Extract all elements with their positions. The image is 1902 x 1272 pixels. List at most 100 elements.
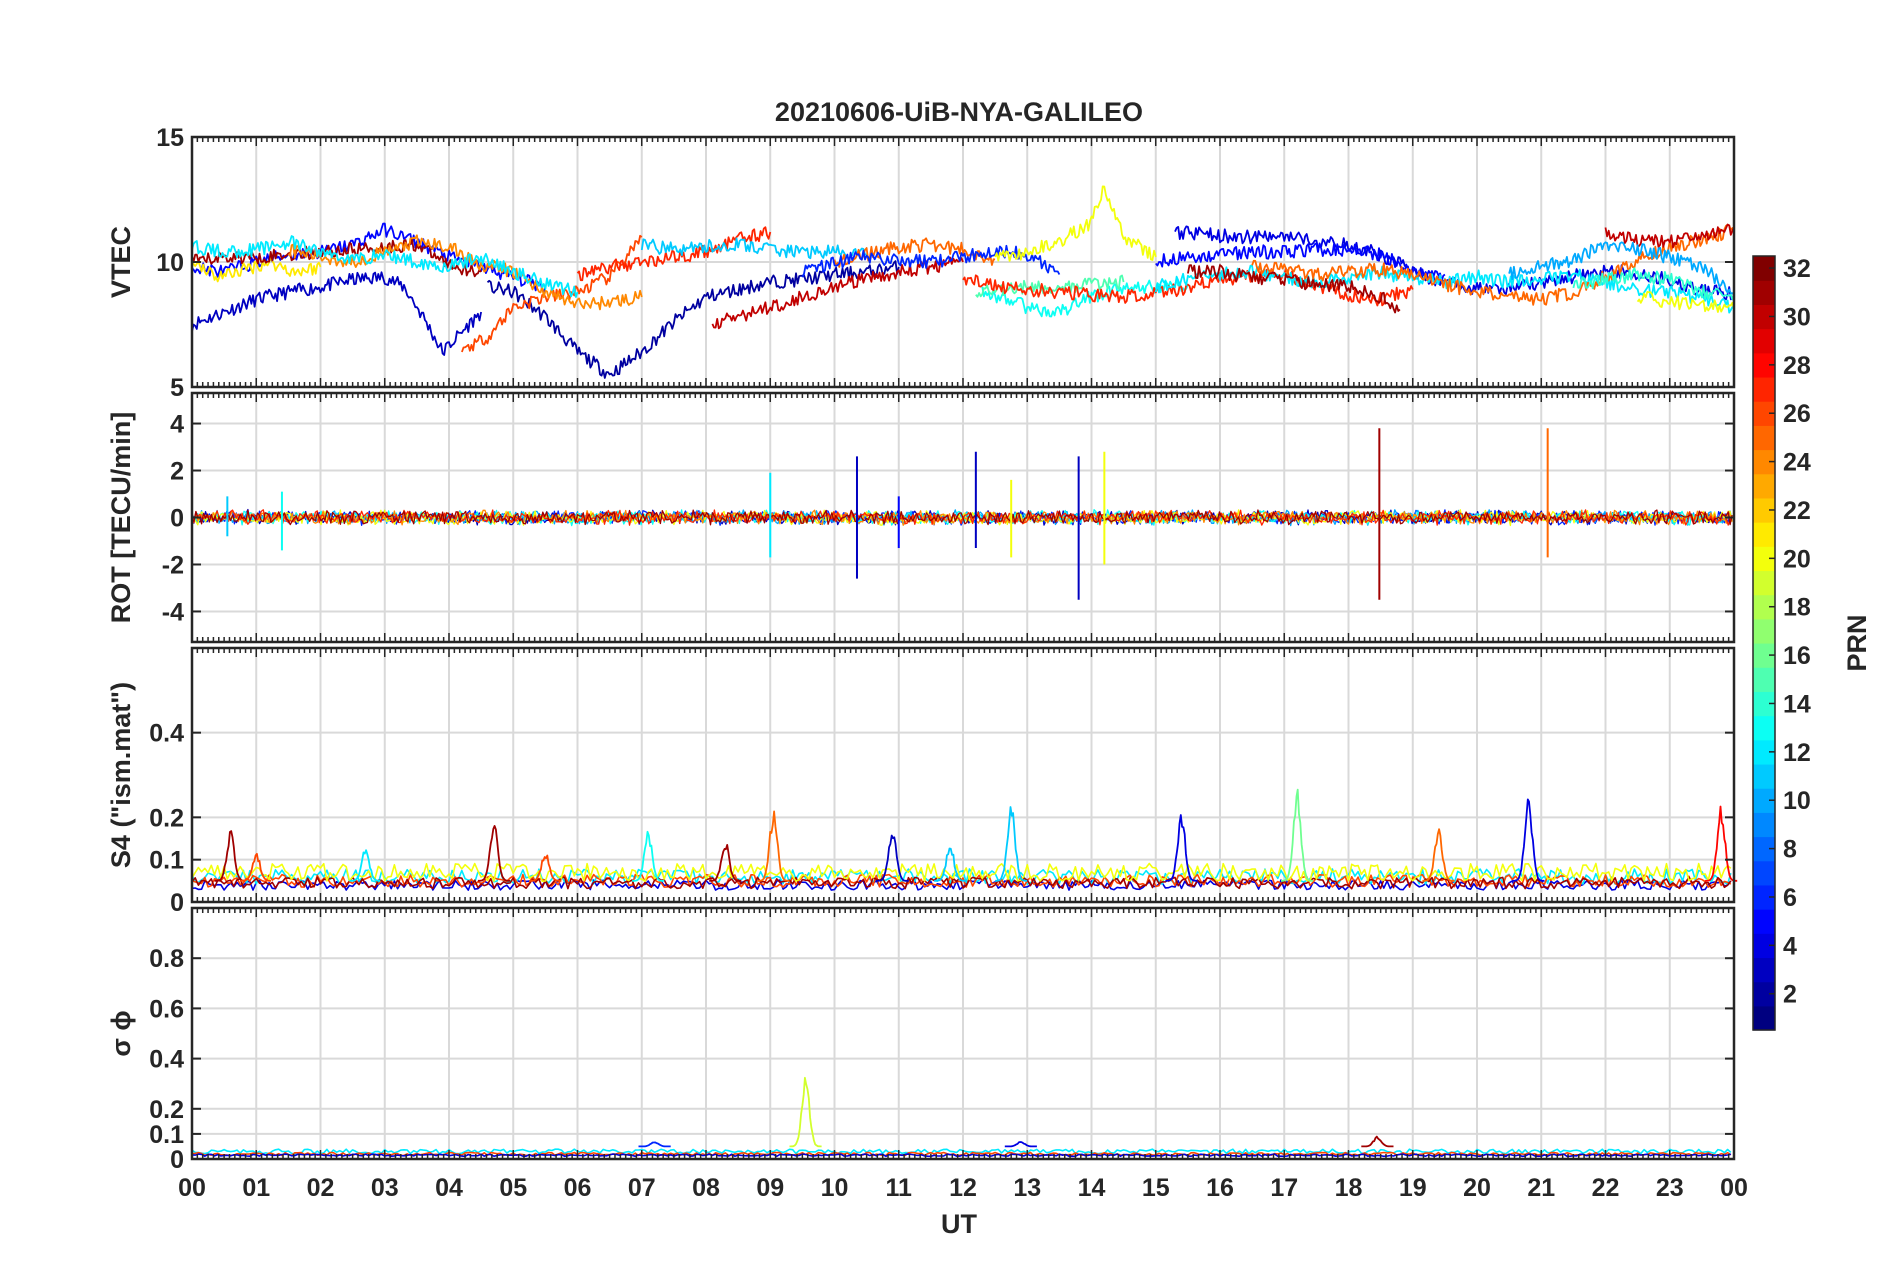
sigma_phi-peak-prn-19 bbox=[789, 1076, 822, 1148]
x-tick-label: 08 bbox=[692, 1174, 720, 1202]
y-tick-label: 0.2 bbox=[149, 804, 184, 832]
panel-grid bbox=[192, 648, 1734, 902]
panel-ticks bbox=[191, 393, 1735, 642]
colorbar-tick-label: 28 bbox=[1783, 352, 1811, 380]
vtec-series-prn-10 bbox=[1508, 241, 1735, 295]
y-tick-label: 0 bbox=[170, 505, 184, 533]
vtec-series-prn-14 bbox=[1572, 267, 1735, 301]
s4-series-prn-31 bbox=[191, 876, 1732, 890]
vtec-series-prn-25 bbox=[1251, 223, 1735, 306]
y-axis-label-vtec: VTEC bbox=[106, 226, 136, 298]
colorbar-tick-label: 18 bbox=[1783, 594, 1811, 622]
panel-data bbox=[191, 1076, 1732, 1158]
panel-ticks bbox=[191, 137, 1735, 387]
colorbar-segment bbox=[1753, 763, 1775, 789]
y-tick-label: 0 bbox=[170, 889, 184, 917]
s4-peak-prn-12 bbox=[349, 849, 381, 882]
vtec-series-prn-20 bbox=[1636, 291, 1735, 313]
y-tick-label: 2 bbox=[170, 458, 184, 486]
s4-peak-prn-31 bbox=[214, 830, 246, 882]
colorbar-segment bbox=[1753, 884, 1775, 910]
colorbar-segment bbox=[1753, 1005, 1775, 1031]
colorbar-segment bbox=[1753, 304, 1775, 330]
s4-peak-prn-11 bbox=[995, 806, 1028, 882]
s4-peak-prn-4 bbox=[1512, 798, 1545, 882]
x-tick-label: 05 bbox=[499, 1174, 527, 1202]
vtec-series-prn-11 bbox=[640, 237, 867, 260]
colorbar-tick-label: 2 bbox=[1783, 981, 1797, 1009]
x-tick-label: 16 bbox=[1206, 1174, 1234, 1202]
s4-peak-prn-3 bbox=[876, 834, 909, 882]
vtec-series-prn-27 bbox=[576, 226, 772, 282]
vtec-series-prn-6 bbox=[801, 244, 1061, 278]
x-axis-label: UT bbox=[941, 1209, 977, 1239]
x-tick-label: 21 bbox=[1527, 1174, 1555, 1202]
x-tick-label: 17 bbox=[1270, 1174, 1298, 1202]
colorbar-segment bbox=[1753, 933, 1775, 959]
colorbar-segment bbox=[1753, 376, 1775, 402]
x-tick-label: 18 bbox=[1335, 1174, 1363, 1202]
y-tick-label: 0.6 bbox=[149, 995, 184, 1023]
y-axis-label-rot: ROT [TECU/min] bbox=[106, 412, 136, 623]
s4-series-prn-4 bbox=[191, 879, 1732, 891]
colorbar-segment bbox=[1753, 352, 1775, 378]
sigma_phi-peak-prn-4 bbox=[1004, 1141, 1037, 1148]
colorbar-segment bbox=[1753, 643, 1775, 668]
s4-series-prn-20 bbox=[191, 862, 1732, 882]
y-tick-label: -4 bbox=[162, 598, 184, 626]
colorbar-segment bbox=[1753, 425, 1775, 451]
colorbar-segment bbox=[1753, 473, 1775, 499]
colorbar-tick-label: 16 bbox=[1783, 642, 1811, 670]
vtec-series-prn-5 bbox=[191, 222, 547, 294]
s4-peak-prn-16 bbox=[1281, 788, 1314, 882]
x-tick-label: 00 bbox=[1720, 1174, 1748, 1202]
colorbar-tick-label: 24 bbox=[1783, 449, 1811, 477]
y-tick-label: 15 bbox=[156, 124, 184, 152]
sigma_phi-peak-prn-6 bbox=[638, 1141, 671, 1148]
panel-ticks bbox=[191, 908, 1735, 1159]
colorbar-segment bbox=[1753, 256, 1775, 281]
y-axis-label-s4: S4 ("ism.mat") bbox=[106, 682, 136, 868]
s4-peak-prn-4 bbox=[1165, 814, 1198, 882]
y-tick-label: 0.4 bbox=[149, 720, 184, 748]
panel-sigma_phi: 00.10.2 0.4 0.6 0.8 σ ϕ bbox=[106, 906, 1736, 1174]
colorbar-segment bbox=[1753, 618, 1775, 644]
y-tick-label: 5 bbox=[170, 374, 184, 402]
x-tick-label: 04 bbox=[435, 1174, 463, 1202]
colorbar-segment bbox=[1753, 497, 1775, 523]
x-tick-label: 22 bbox=[1592, 1174, 1620, 1202]
colorbar-segment bbox=[1753, 570, 1775, 596]
y-tick-label: 0.1 bbox=[149, 847, 184, 875]
colorbar-tick-label: 8 bbox=[1783, 836, 1797, 864]
x-tick-label: 10 bbox=[821, 1174, 849, 1202]
x-tick-label: 12 bbox=[949, 1174, 977, 1202]
colorbar-segment bbox=[1753, 280, 1775, 305]
panel-data bbox=[191, 788, 1738, 891]
vtec-series-prn-30 bbox=[1604, 223, 1735, 249]
sigma_phi-peak-prn-31 bbox=[1361, 1135, 1394, 1148]
x-tick-label: 20 bbox=[1463, 1174, 1491, 1202]
colorbar-tick-label: 26 bbox=[1783, 400, 1811, 428]
colorbar-segment bbox=[1753, 546, 1775, 572]
chart-title: 20210606-UiB-NYA-GALILEO bbox=[775, 97, 1143, 127]
x-tick-label: 03 bbox=[371, 1174, 399, 1202]
s4-peak-prn-26 bbox=[240, 852, 271, 882]
colorbar-segment bbox=[1753, 788, 1775, 813]
colorbar-segment bbox=[1753, 957, 1775, 983]
x-tick-label: 06 bbox=[564, 1174, 592, 1202]
colorbar-label: PRN bbox=[1842, 614, 1872, 671]
colorbar-tick-label: 20 bbox=[1783, 545, 1811, 573]
s4-peak-prn-26 bbox=[529, 854, 562, 882]
vtec-series-prn-2 bbox=[486, 260, 900, 379]
colorbar-tick-label: 32 bbox=[1783, 255, 1811, 283]
colorbar-frame bbox=[1752, 255, 1776, 1031]
colorbar-segment bbox=[1753, 860, 1775, 886]
colorbar-segment bbox=[1753, 401, 1775, 426]
x-tick-label: 11 bbox=[886, 1174, 913, 1202]
y-tick-label: 0.1 bbox=[149, 1121, 184, 1149]
y-tick-label: 0.4 bbox=[149, 1046, 184, 1074]
colorbar-segment bbox=[1753, 836, 1775, 862]
y-axis-label-sigma_phi: σ ϕ bbox=[106, 1010, 136, 1056]
y-tick-label: -2 bbox=[162, 551, 184, 579]
s4-peak-prn-11 bbox=[934, 847, 967, 882]
